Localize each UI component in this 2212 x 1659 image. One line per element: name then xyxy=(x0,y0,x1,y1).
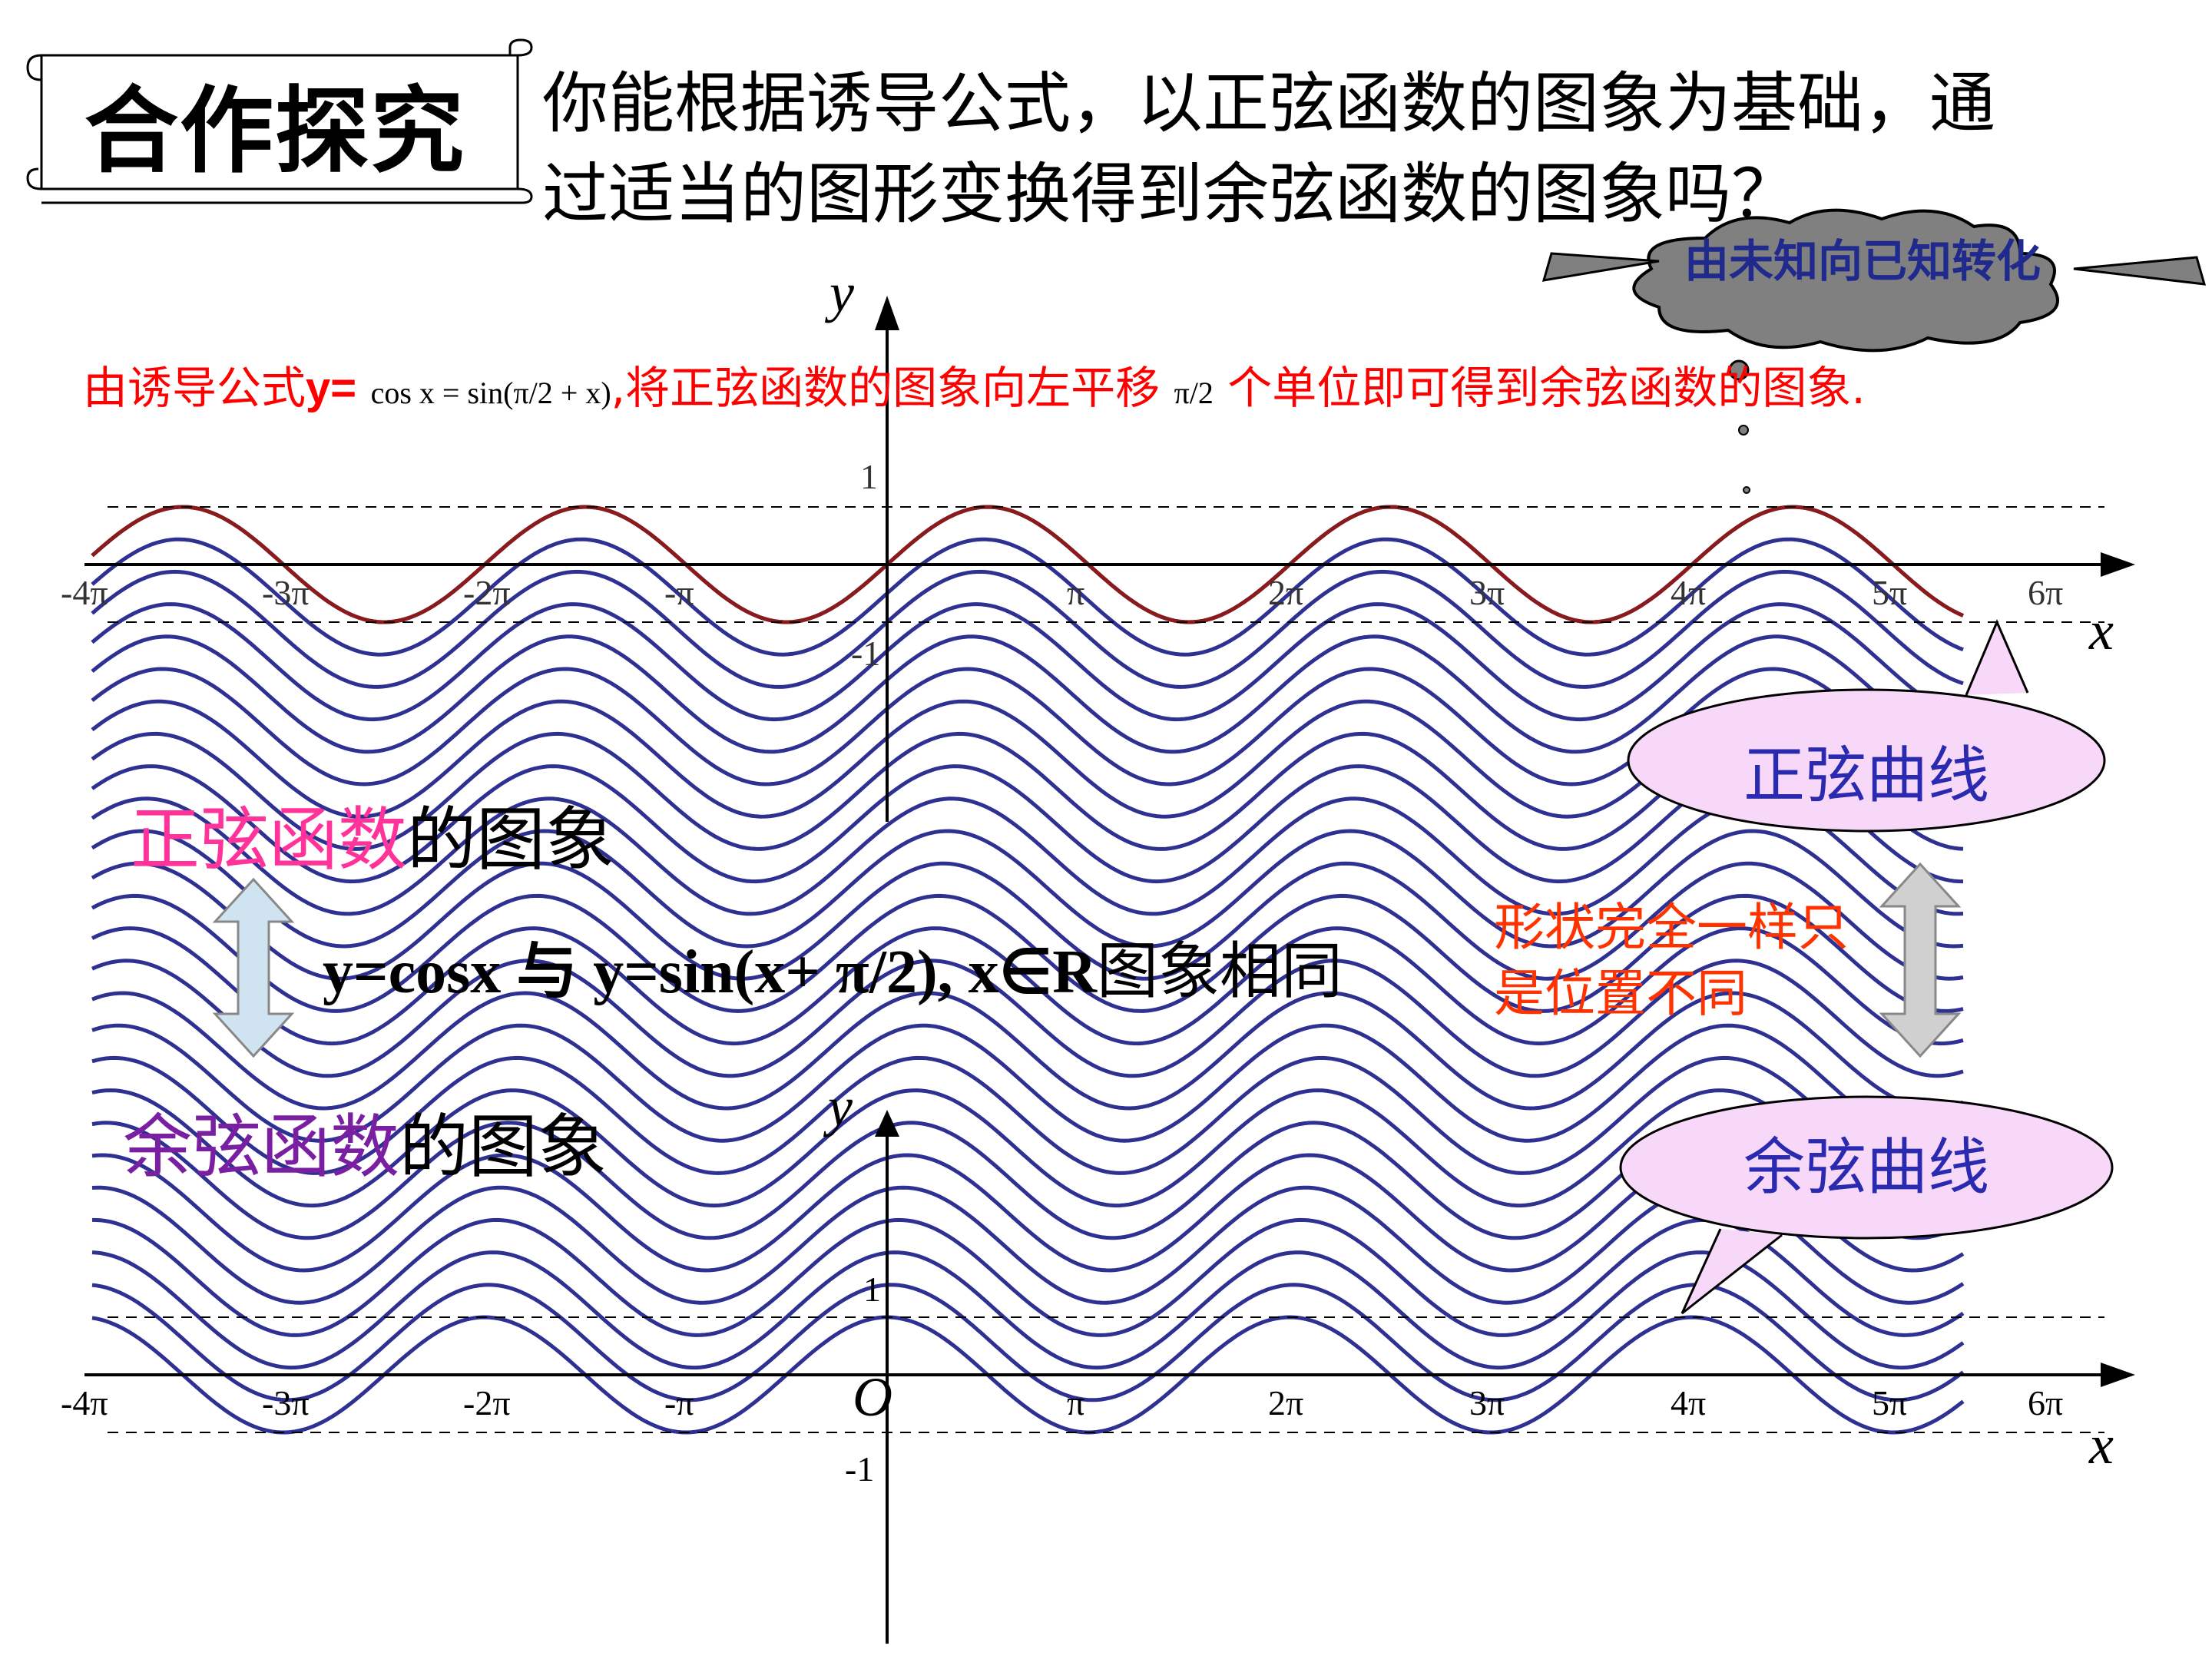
shifted-curve xyxy=(91,602,1964,722)
tick-label: -4π xyxy=(61,1383,108,1422)
cos-graph-label-a: 余弦函数 xyxy=(123,1107,399,1187)
derivation-y: y= xyxy=(306,363,357,413)
shifted-curve xyxy=(91,893,1964,1013)
sine-curve xyxy=(91,505,1964,624)
shifted-curve xyxy=(91,1217,1965,1337)
tick-label: 4π xyxy=(1671,573,1707,612)
y-axis-top-arrow xyxy=(875,296,899,330)
shifted-curve xyxy=(91,569,1964,689)
axes xyxy=(84,296,2135,1644)
derivation-line: 由诱导公式y= cos x = sin(π/2 + x),将正弦函数的图象向左平… xyxy=(83,352,1866,416)
neg-one-label-top: -1 xyxy=(851,634,881,673)
one-label-bottom: 1 xyxy=(863,1270,881,1309)
double-arrow-right xyxy=(1879,862,1962,1058)
sine-graph-label-a: 正弦函数 xyxy=(131,800,407,880)
shifted-curve xyxy=(91,634,1964,754)
neg-one-label-bottom: -1 xyxy=(845,1449,875,1488)
one-label-top: 1 xyxy=(860,457,878,496)
cosine-curve-label: 余弦曲线 xyxy=(1743,1131,1989,1203)
cos-graph-label: 余弦函数的图象 xyxy=(123,1091,607,1190)
cos-graph-label-b: 的图象 xyxy=(399,1107,607,1187)
tick-label: π xyxy=(1067,1383,1085,1422)
shifted-curve xyxy=(91,1315,1965,1435)
tick-label: 3π xyxy=(1469,573,1505,612)
shifted-curve xyxy=(91,796,1964,916)
shape-note: 形状完全一样只是位置不同 xyxy=(1494,898,1849,1023)
y-axis-label-bottom: y xyxy=(828,1076,853,1137)
tick-label: 3π xyxy=(1469,1383,1505,1422)
sine-bubble xyxy=(1627,619,2106,833)
tick-label: 6π xyxy=(2028,573,2064,612)
question-line-2: 过适当的图形变换得到余弦函数的图象吗？ xyxy=(542,156,1797,233)
x-axis-label-top: x xyxy=(2089,600,2114,661)
sine-curve-label: 正弦曲线 xyxy=(1743,740,1989,811)
tick-label: -2π xyxy=(463,1383,511,1422)
shifted-curve xyxy=(91,1088,1965,1208)
tick-label: 5π xyxy=(1872,1383,1908,1422)
derivation-middle: ,将正弦函数的图象向左平移 xyxy=(611,362,1161,414)
tick-label: -2π xyxy=(463,573,511,612)
shifted-curve xyxy=(91,861,1964,981)
equation-text: y=cosx 与 y=sin(x+ π/2), x∈R xyxy=(323,939,1098,1006)
shifted-curve xyxy=(91,1185,1965,1305)
equation-label: y=cosx 与 y=sin(x+ π/2), x∈R图象相同 xyxy=(323,922,1343,1011)
shifted-curve xyxy=(91,1250,1965,1370)
sine-graph-label-b: 的图象 xyxy=(407,800,614,880)
shifted-curve xyxy=(91,537,1964,657)
tick-label: 6π xyxy=(2028,1383,2064,1422)
tick-label: -π xyxy=(664,573,694,612)
cloud-text: 由未知向已知转化 xyxy=(1684,235,2041,287)
tick-label: -4π xyxy=(61,573,108,612)
tick-label: 2π xyxy=(1268,573,1304,612)
shifted-curve xyxy=(91,1283,1965,1402)
shifted-curve xyxy=(91,764,1964,884)
shifted-curve xyxy=(91,1023,1964,1143)
origin-label: O xyxy=(853,1366,892,1428)
shifted-curve xyxy=(91,926,1964,1046)
tick-label: -π xyxy=(664,1383,694,1422)
shifted-curve xyxy=(91,829,1964,949)
x-axis-arrow xyxy=(2101,552,2135,577)
derivation-suffix: 个单位即可得到余弦函数的图象. xyxy=(1213,362,1866,414)
tick-label: -3π xyxy=(262,573,310,612)
y-axis-label-top: y xyxy=(830,262,854,323)
equation-suffix: 图象相同 xyxy=(1097,935,1343,1007)
page-title: 合作探究 xyxy=(84,77,465,186)
tick-label: 2π xyxy=(1268,1383,1304,1422)
title-scroll xyxy=(26,38,533,204)
tick-label: π xyxy=(1067,573,1085,612)
derivation-prefix: 由诱导公式 xyxy=(83,362,306,414)
cloud-dots xyxy=(1728,359,1750,494)
translation-curves xyxy=(91,505,1965,1435)
derivation-shift: π/2 xyxy=(1174,376,1214,410)
tick-label: -3π xyxy=(262,1383,310,1422)
question-line-1: 你能根据诱导公式，以正弦函数的图象为基础，通 xyxy=(542,65,1995,142)
shifted-curve xyxy=(91,1055,1965,1175)
cosine-bubble xyxy=(1619,1095,2114,1315)
double-arrow-left xyxy=(212,877,295,1058)
tick-label: 5π xyxy=(1872,573,1908,612)
shifted-curve xyxy=(91,731,1964,851)
x-axis-arrow xyxy=(2101,1363,2135,1387)
x-axis-label-bottom: x xyxy=(2089,1414,2114,1475)
tick-label: 4π xyxy=(1671,1383,1707,1422)
sine-graph-label: 正弦函数的图象 xyxy=(131,783,614,883)
derivation-formula: cos x = sin(π/2 + x) xyxy=(370,376,611,410)
y-axis-bottom-arrow xyxy=(875,1110,899,1137)
shifted-curve xyxy=(91,991,1964,1111)
shifted-curve xyxy=(91,959,1964,1078)
cloud-shape xyxy=(1541,208,2207,353)
